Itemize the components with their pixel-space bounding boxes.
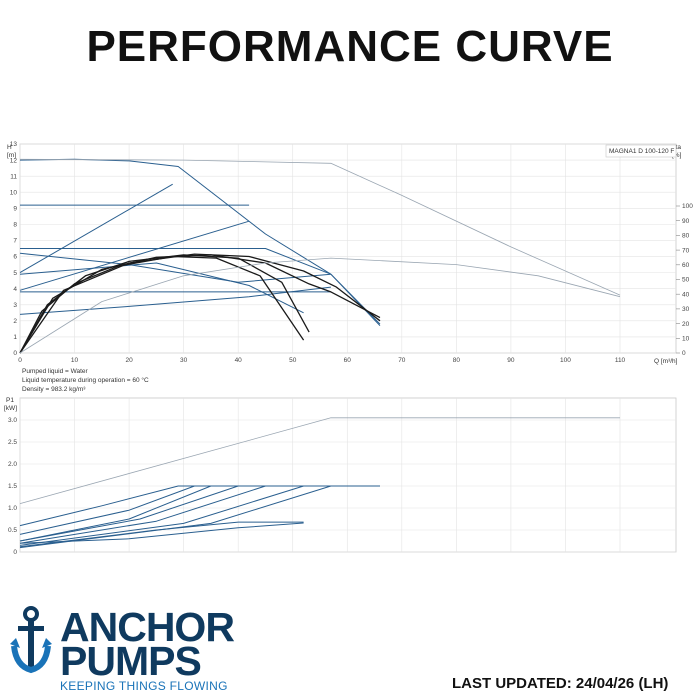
power-y-tick-label: 3.0 (8, 417, 17, 424)
power-curve-blue-8 (19, 521, 304, 548)
head-y-tick-label: 0 (13, 350, 17, 357)
eta-axis-label-2: [%] (672, 152, 682, 159)
head-curve-grey-14 (19, 158, 621, 296)
head-y-axis-label-2: [m] (7, 152, 16, 159)
eta-tick-label: 70 (682, 247, 690, 254)
head-x-tick-label: 90 (507, 357, 515, 364)
head-x-tick-label: 40 (235, 357, 243, 364)
power-curve-blue-7 (19, 485, 332, 549)
power-chart-ticks: 0 0.5 1.0 1.5 2.0 2.5 3.0 (8, 417, 17, 556)
eta-axis-label-1: eta (672, 144, 681, 151)
power-chart-frame (19, 397, 677, 553)
head-y-tick-label: 2 (13, 318, 17, 325)
head-y-axis-label-1: H (7, 144, 12, 151)
head-y-tick-label: 5 (13, 270, 17, 277)
head-curve-black-12 (19, 253, 381, 354)
head-y-tick-label: 11 (10, 173, 17, 180)
brand-name-line-2: PUMPS (60, 638, 202, 684)
head-x-tick-label: 100 (560, 357, 571, 364)
head-y-tick-label: 6 (13, 254, 17, 261)
power-y-tick-label: 1.0 (8, 505, 17, 512)
head-x-tick-label: 60 (344, 357, 352, 364)
eta-tick-label: 20 (682, 321, 690, 328)
note-density: Density = 983.2 kg/m³ (22, 386, 86, 393)
head-x-tick-label: 80 (453, 357, 461, 364)
head-y-tick-label: 4 (13, 286, 17, 293)
head-x-tick-label: 30 (180, 357, 188, 364)
brand-name-line-1: ANCHOR (60, 604, 235, 650)
power-curve-blue-6 (19, 485, 304, 546)
head-y-tick-label: 1 (13, 334, 17, 341)
power-chart-grid (19, 398, 676, 553)
power-curve-blue-3 (19, 485, 212, 542)
power-y-tick-label: 2.5 (8, 439, 17, 446)
power-y-axis-label-2: [kW] (4, 405, 17, 412)
model-label-box (605, 144, 677, 158)
head-curve-grey-15 (19, 257, 621, 354)
note-pumped-liquid: Pumped liquid = Water (22, 368, 89, 375)
power-chart-curves (19, 417, 620, 549)
eta-tick-label: 100 (682, 203, 693, 210)
eta-tick-label: 10 (682, 336, 690, 343)
power-curve-blue-1 (19, 485, 380, 527)
eta-tick-label: 40 (682, 291, 690, 298)
eta-tick-label: 80 (682, 233, 690, 240)
head-x-tick-label: 50 (289, 357, 297, 364)
power-y-tick-label: 1.5 (8, 483, 17, 490)
anchor-icon (10, 606, 52, 674)
power-y-tick-label: 0.5 (8, 527, 17, 534)
head-curve-black-13 (19, 255, 305, 354)
head-y-tick-label: 13 (10, 141, 18, 148)
last-updated-text: LAST UPDATED: 24/04/26 (LH) (452, 675, 669, 692)
head-x-tick-label: 20 (125, 357, 133, 364)
eta-tick-label: 0 (682, 350, 686, 357)
power-curve-blue-4 (19, 485, 239, 542)
power-y-axis-label-1: P1 (6, 397, 14, 404)
head-x-tick-label: 110 (615, 357, 626, 364)
head-curve-blue-7 (19, 220, 250, 291)
head-y-tick-label: 9 (13, 206, 17, 213)
head-y-tick-label: 12 (10, 157, 18, 164)
power-y-tick-label: 2.0 (8, 461, 17, 468)
head-x-tick-label: 70 (398, 357, 406, 364)
x-axis-label: Q [m³/h] (654, 358, 678, 365)
head-curve-blue-6 (19, 183, 173, 274)
power-y-tick-label: 0 (13, 549, 17, 556)
page-title: PERFORMANCE CURVE (86, 22, 614, 71)
power-curve-blue-2 (19, 485, 195, 535)
head-y-tick-label: 8 (13, 222, 17, 229)
power-curve-grey-0 (19, 417, 620, 504)
eta-tick-label: 50 (682, 277, 690, 284)
head-y-tick-label: 3 (13, 302, 17, 309)
head-x-tick-label: 10 (71, 357, 79, 364)
power-curve-blue-9 (19, 522, 304, 544)
head-curve-blue-9 (330, 273, 381, 325)
head-curve-blue-1 (20, 248, 332, 275)
head-y-tick-label: 7 (13, 238, 17, 245)
eta-tick-label: 60 (682, 262, 690, 269)
head-chart-curves (19, 158, 621, 354)
head-x-tick-label: 0 (18, 357, 22, 364)
model-label: MAGNA1 D 100-120 F (609, 148, 674, 155)
note-liquid-temperature: Liquid temperature during operation = 60… (22, 376, 149, 384)
brand-tagline: KEEPING THINGS FLOWING (60, 679, 228, 693)
head-curve-blue-2 (19, 252, 331, 283)
performance-chart: 0 10 20 30 40 50 60 70 80 90 100 110012345678910111… (4, 141, 693, 556)
head-curve-blue-5 (19, 286, 331, 315)
head-curve-black-10 (19, 254, 310, 354)
power-curve-blue-5 (19, 485, 266, 544)
head-chart-grid (19, 143, 676, 354)
head-chart-ticks: 0 10 20 30 40 50 60 70 80 90 100 110012345678910111… (10, 141, 693, 364)
eta-tick-label: 90 (682, 218, 690, 225)
head-y-tick-label: 10 (10, 189, 18, 196)
eta-tick-label: 30 (682, 306, 690, 313)
